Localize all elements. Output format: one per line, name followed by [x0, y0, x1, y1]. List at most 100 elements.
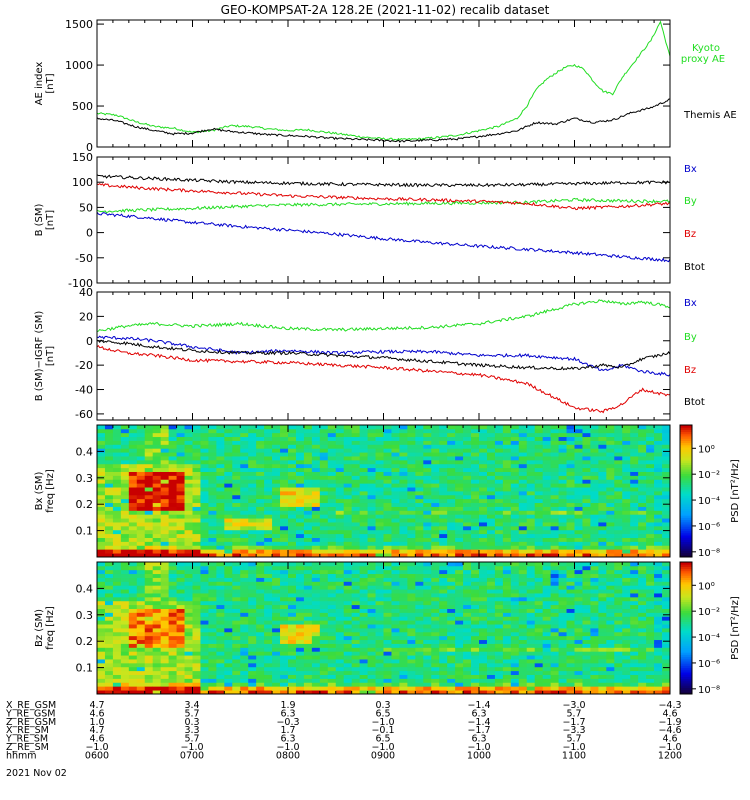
- heatmap-cell: [479, 518, 488, 523]
- heatmap-cell: [510, 440, 520, 445]
- heatmap-cell: [455, 639, 464, 644]
- heatmap-cell: [248, 487, 257, 492]
- heatmap-cell: [351, 635, 361, 641]
- heatmap-cell: [351, 444, 361, 449]
- heatmap-cell: [494, 670, 504, 675]
- heatmap-cell: [184, 682, 193, 687]
- heatmap-cell: [272, 612, 281, 617]
- heatmap-cell: [152, 541, 162, 546]
- heatmap-cell: [558, 529, 567, 535]
- heatmap-cell: [240, 428, 249, 434]
- heatmap-cell: [518, 620, 528, 625]
- heatmap-cell: [288, 620, 297, 625]
- heatmap-cell: [272, 428, 281, 434]
- heatmap-cell: [264, 690, 273, 695]
- heatmap-cell: [120, 541, 130, 546]
- heatmap-cell: [112, 589, 122, 594]
- heatmap-cell: [542, 549, 552, 554]
- heatmap-cell: [502, 690, 512, 695]
- heatmap-cell: [391, 448, 400, 453]
- colorbar-step: [680, 433, 692, 437]
- heatmap-cell: [654, 529, 663, 535]
- heatmap-cell: [391, 463, 400, 469]
- heatmap-cell: [479, 647, 488, 652]
- heatmap-cell: [463, 589, 472, 594]
- heatmap-cell: [486, 425, 496, 430]
- heatmap-cell: [240, 432, 249, 438]
- heatmap-cell: [120, 436, 130, 441]
- heatmap-cell: [216, 690, 225, 695]
- heatmap-cell: [542, 425, 552, 430]
- heatmap-cell: [280, 444, 289, 449]
- heatmap-cell: [423, 678, 432, 683]
- heatmap-cell: [502, 425, 512, 430]
- heatmap-cell: [399, 655, 408, 660]
- heatmap-cell: [280, 553, 289, 558]
- heatmap-cell: [303, 483, 313, 488]
- heatmap-cell: [558, 506, 567, 511]
- heatmap-cell: [280, 639, 289, 644]
- heatmap-cell: [216, 678, 225, 683]
- heatmap-cell: [97, 666, 106, 672]
- heatmap-cell: [375, 432, 384, 438]
- heatmap-cell: [574, 436, 583, 441]
- heatmap-cell: [184, 463, 193, 469]
- heatmap-cell: [144, 678, 154, 683]
- heatmap-cell: [542, 682, 552, 687]
- heatmap-cell: [479, 549, 488, 554]
- heatmap-cell: [510, 545, 520, 550]
- heatmap-cell: [415, 682, 424, 687]
- heatmap-cell: [463, 686, 472, 691]
- heatmap-cell: [192, 514, 201, 519]
- heatmap-cell: [343, 562, 353, 567]
- heatmap-cell: [104, 522, 114, 527]
- heatmap-cell: [192, 624, 201, 629]
- heatmap-cell: [97, 491, 106, 496]
- heatmap-cell: [407, 604, 416, 609]
- heatmap-cell: [431, 510, 440, 515]
- heatmap-cell: [216, 425, 225, 430]
- heatmap-cell: [463, 577, 472, 582]
- heatmap-cell: [136, 432, 146, 438]
- heatmap-cell: [439, 616, 448, 621]
- heatmap-cell: [120, 444, 130, 449]
- heatmap-cell: [415, 624, 424, 629]
- heatmap-cell: [494, 647, 504, 652]
- heatmap-cell: [240, 525, 249, 531]
- heatmap-cell: [112, 425, 122, 430]
- heatmap-cell: [272, 690, 281, 695]
- heatmap-cell: [280, 440, 289, 445]
- heatmap-cell: [264, 452, 273, 457]
- heatmap-cell: [646, 541, 655, 546]
- heatmap-cell: [136, 666, 146, 672]
- heatmap-cell: [542, 628, 552, 633]
- heatmap-cell: [510, 506, 520, 511]
- heatmap-cell: [216, 494, 225, 500]
- heatmap-cell: [447, 549, 456, 554]
- heatmap-cell: [423, 436, 432, 441]
- heatmap-cell: [407, 593, 416, 598]
- heatmap-cell: [208, 682, 217, 687]
- heatmap-cell: [232, 655, 241, 660]
- heatmap-cell: [232, 533, 241, 538]
- heatmap-cell: [319, 463, 329, 469]
- heatmap-cell: [630, 498, 639, 504]
- heatmap-cell: [566, 444, 575, 449]
- heatmap-cell: [288, 581, 297, 586]
- heatmap-cell: [280, 506, 289, 511]
- heatmap-cell: [423, 593, 432, 598]
- heatmap-cell: [415, 502, 424, 507]
- heatmap-cell: [463, 573, 472, 578]
- heatmap-cell: [224, 562, 233, 567]
- heatmap-cell: [208, 491, 217, 496]
- heatmap-cell: [280, 678, 289, 683]
- heatmap-cell: [335, 545, 345, 550]
- heatmap-cell: [200, 553, 209, 558]
- heatmap-cell: [295, 670, 305, 675]
- heatmap-cell: [264, 651, 273, 656]
- heatmap-cell: [486, 444, 496, 449]
- heatmap-cell: [176, 589, 185, 594]
- heatmap-cell: [351, 533, 361, 538]
- heatmap-cell: [240, 448, 249, 453]
- heatmap-cell: [502, 502, 512, 507]
